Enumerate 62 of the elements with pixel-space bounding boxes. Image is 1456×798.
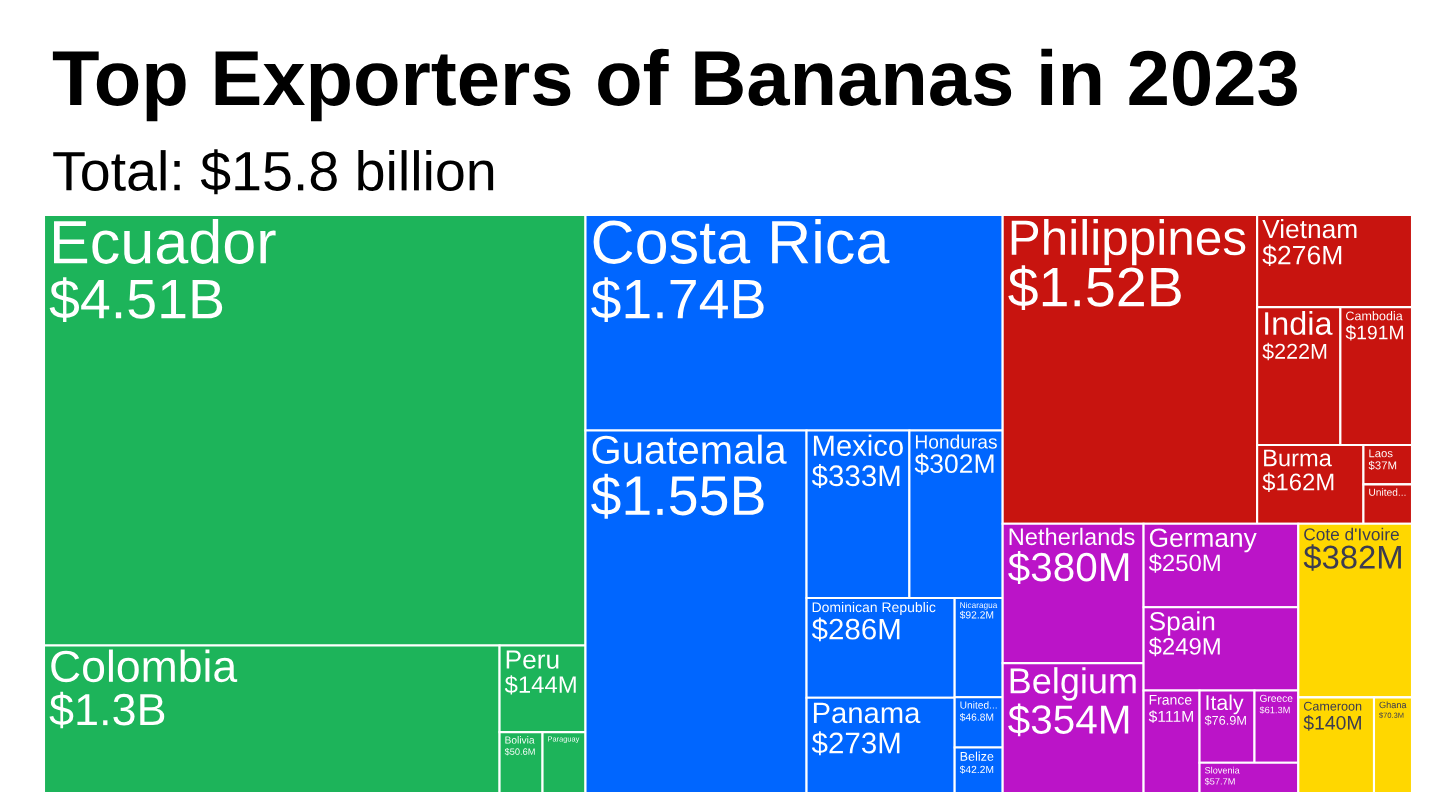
category-label: Laos (1369, 449, 1393, 458)
data-label: $144M (504, 675, 576, 695)
data-label: $191M (1345, 324, 1404, 341)
category-label: Mexico (813, 434, 903, 457)
data-label: $37M (1368, 460, 1397, 471)
data-label: $1.3B (49, 691, 165, 729)
category-label: Cote d'Ivoire (1304, 527, 1399, 541)
data-label: $333M (811, 464, 900, 489)
data-label: $1.55B (591, 473, 764, 519)
data-label: $380M (1008, 551, 1129, 584)
category-label: Burma (1264, 449, 1332, 467)
category-label: Italy (1206, 694, 1244, 715)
category-label: Slovenia (1204, 766, 1240, 774)
data-label: $111M (1148, 710, 1193, 723)
category-label: Guatemala (592, 434, 787, 465)
data-label: $76.9M (1204, 715, 1246, 726)
category-label: Cambodia (1346, 311, 1403, 321)
category-label: France (1149, 694, 1192, 705)
data-label: $276M (1262, 244, 1342, 267)
text: Top Exporters of Bananas in 2023 (52, 48, 1297, 122)
data-label: $302M (914, 453, 994, 475)
category-label: India (1265, 311, 1333, 335)
data-label: $1.74B (591, 277, 764, 323)
category-label: Bolivia (505, 736, 535, 744)
category-label: Ghana (1379, 701, 1407, 709)
category-label: Germany (1149, 528, 1257, 553)
data-label: $382M (1303, 544, 1401, 571)
category-label: Spain (1149, 611, 1215, 636)
data-label: $162M (1262, 472, 1334, 492)
category-label: Panama (813, 702, 921, 724)
data-label: $286M (811, 617, 900, 642)
data-label: $61.3M (1259, 706, 1290, 714)
data-label: $46.8M (959, 713, 994, 722)
category-label: United... (960, 701, 997, 709)
data-label: $42.2M (959, 765, 994, 774)
category-label: United... (1369, 488, 1406, 496)
data-label: $92.2M (959, 610, 994, 620)
text: Total: $15.8 billion (53, 149, 494, 195)
category-label: Nicaragua (960, 601, 998, 610)
category-label: Belize (960, 751, 994, 761)
data-label: $222M (1262, 342, 1327, 361)
data-label: $4.51B (49, 277, 223, 323)
data-label: $354M (1008, 703, 1129, 737)
category-label: Cameroon (1303, 701, 1362, 711)
category-label: Dominican Republic (812, 601, 936, 615)
data-label: $1.52B (1008, 265, 1181, 311)
category-label: Vietnam (1262, 219, 1357, 239)
category-label: Belgium (1010, 667, 1136, 701)
data-label: $273M (811, 731, 900, 756)
data-label: $140M (1303, 715, 1361, 731)
category-label: Philippines (1011, 219, 1246, 266)
category-label: Colombia (51, 649, 238, 683)
category-label: Peru (506, 650, 559, 669)
data-label: $249M (1148, 636, 1220, 657)
category-label: Ecuador (54, 219, 276, 264)
category-label: Costa Rica (593, 219, 890, 264)
category-label: Honduras (915, 434, 997, 449)
data-label: $57.7M (1204, 777, 1235, 786)
category-label: Netherlands (1009, 527, 1135, 546)
data-label: $250M (1148, 553, 1220, 573)
data-label: $50.6M (504, 747, 535, 756)
category-label: Greece (1260, 694, 1293, 702)
